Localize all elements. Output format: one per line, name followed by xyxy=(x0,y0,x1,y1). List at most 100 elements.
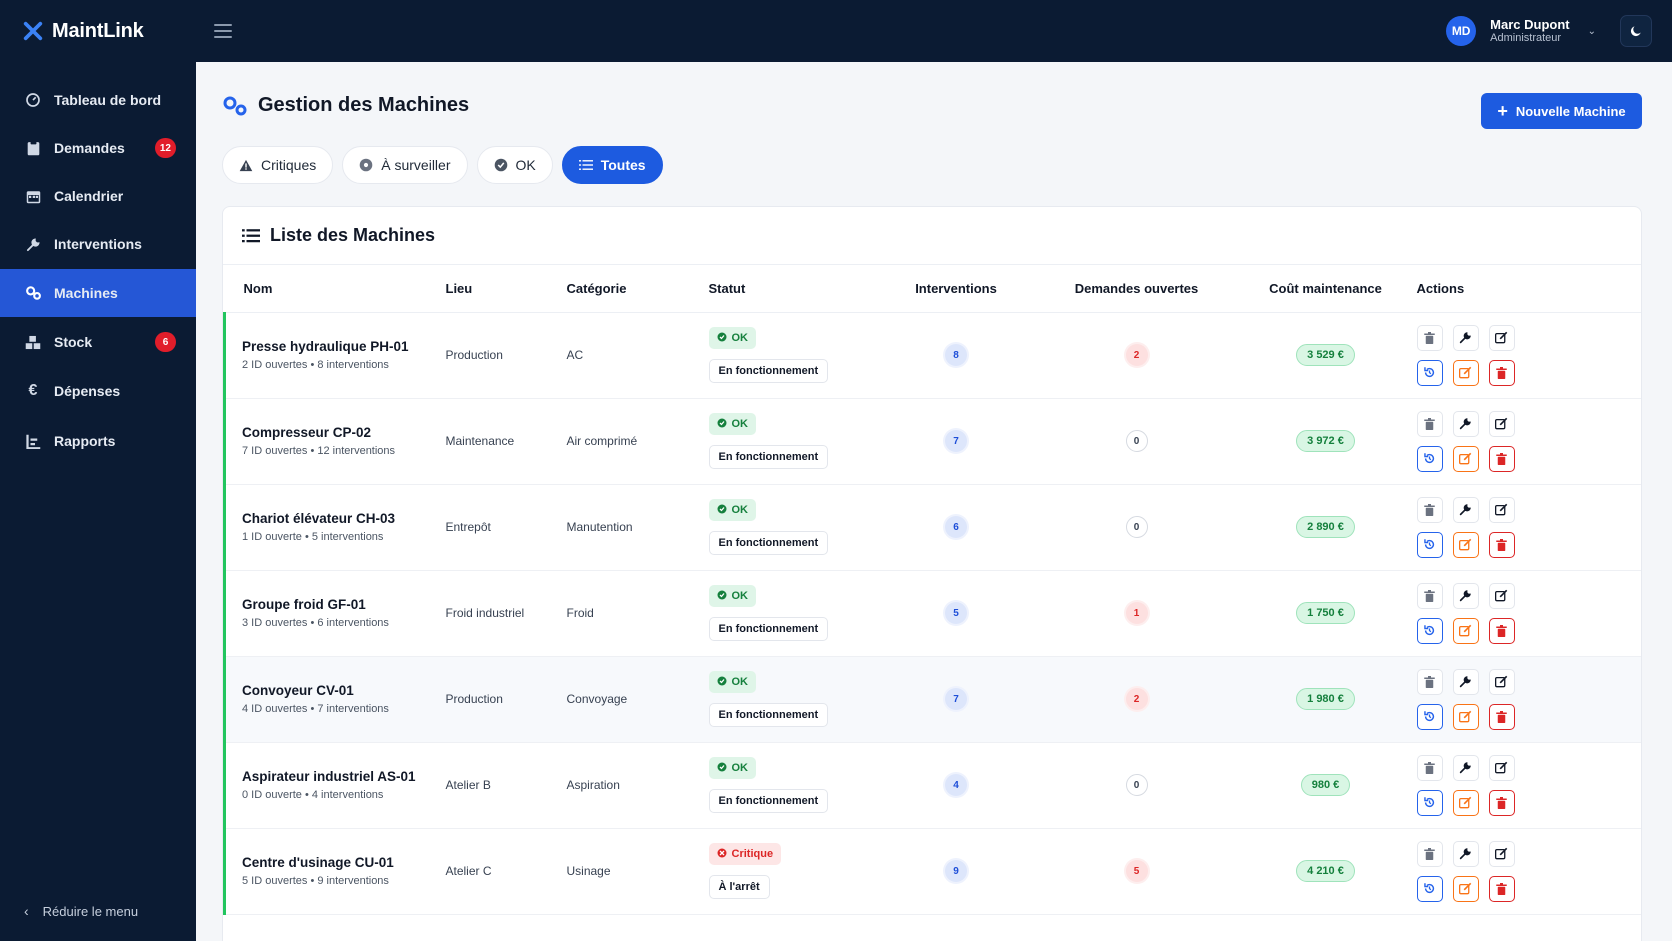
archive-button[interactable] xyxy=(1416,410,1443,437)
filter-a-surveiller[interactable]: À surveiller xyxy=(342,146,468,184)
sidebar-item-stock[interactable]: Stock 6 xyxy=(0,318,196,366)
state-badge: En fonctionnement xyxy=(708,359,829,383)
history-button[interactable] xyxy=(1416,445,1443,472)
intervention-button[interactable] xyxy=(1452,410,1479,437)
modify-button[interactable] xyxy=(1452,617,1479,644)
intervention-button[interactable] xyxy=(1452,840,1479,867)
sidebar-item-rapports[interactable]: Rapports xyxy=(0,417,196,465)
filter-critiques[interactable]: Critiques xyxy=(222,146,334,184)
status-label: OK xyxy=(731,590,749,602)
modify-button[interactable] xyxy=(1452,445,1479,472)
modify-button[interactable] xyxy=(1452,703,1479,730)
edit-button[interactable] xyxy=(1488,840,1515,867)
table-row[interactable]: Groupe froid GF-01 3 ID ouvertes • 6 int… xyxy=(223,570,1642,656)
machine-name[interactable]: Groupe froid GF-01 xyxy=(242,597,366,612)
history-icon xyxy=(1424,625,1435,636)
row-actions xyxy=(1416,324,1642,386)
intervention-button[interactable] xyxy=(1452,324,1479,351)
chevron-down-icon[interactable]: ⌄ xyxy=(1587,25,1596,37)
delete-button[interactable] xyxy=(1488,531,1515,558)
menu-toggle-icon[interactable] xyxy=(214,24,232,38)
edit-icon xyxy=(1459,366,1472,379)
archive-button[interactable] xyxy=(1416,754,1443,781)
machine-category: AC xyxy=(566,348,584,362)
sidebar-item-calendrier[interactable]: Calendrier xyxy=(0,172,196,220)
delete-button[interactable] xyxy=(1488,617,1515,644)
delete-button[interactable] xyxy=(1488,703,1515,730)
edit-icon xyxy=(1459,624,1472,637)
delete-button[interactable] xyxy=(1488,445,1515,472)
sidebar-item-demandes[interactable]: Demandes 12 xyxy=(0,124,196,172)
row-actions xyxy=(1416,582,1642,644)
open-requests-count: 2 xyxy=(1125,688,1148,710)
sidebar-item-machines[interactable]: Machines xyxy=(0,269,196,317)
sidebar-item-interventions[interactable]: Interventions xyxy=(0,220,196,268)
edit-button[interactable] xyxy=(1488,324,1515,351)
intervention-button[interactable] xyxy=(1452,582,1479,609)
machine-name[interactable]: Compresseur CP-02 xyxy=(242,425,372,440)
machine-name[interactable]: Aspirateur industriel AS-01 xyxy=(242,769,416,784)
delete-button[interactable] xyxy=(1488,789,1515,816)
column-header[interactable]: Interventions xyxy=(873,265,1039,313)
edit-icon xyxy=(1495,417,1508,430)
column-header[interactable]: Lieu xyxy=(445,265,567,313)
archive-button[interactable] xyxy=(1416,840,1443,867)
machine-name[interactable]: Presse hydraulique PH-01 xyxy=(242,339,409,354)
delete-button[interactable] xyxy=(1488,359,1515,386)
history-button[interactable] xyxy=(1416,789,1443,816)
theme-toggle-button[interactable] xyxy=(1620,15,1652,47)
machine-name[interactable]: Chariot élévateur CH-03 xyxy=(242,511,396,526)
edit-button[interactable] xyxy=(1488,754,1515,781)
filter-toutes[interactable]: Toutes xyxy=(561,146,663,184)
check-circle-icon xyxy=(717,504,727,517)
history-button[interactable] xyxy=(1416,531,1443,558)
table-row[interactable]: Chariot élévateur CH-03 1 ID ouverte • 5… xyxy=(223,484,1641,570)
column-header[interactable]: Coût maintenance xyxy=(1234,265,1417,313)
machine-name[interactable]: Centre d'usinage CU-01 xyxy=(242,855,394,870)
edit-button[interactable] xyxy=(1488,410,1515,437)
avatar[interactable]: MD xyxy=(1446,16,1477,46)
column-header[interactable]: Nom xyxy=(224,265,446,313)
row-actions xyxy=(1416,410,1642,472)
status-badge: OK xyxy=(708,499,756,521)
table-row[interactable]: Aspirateur industriel AS-01 0 ID ouverte… xyxy=(223,742,1641,828)
sidebar-item-depenses[interactable]: € Dépenses xyxy=(0,367,196,415)
new-machine-button[interactable]: + Nouvelle Machine xyxy=(1481,93,1642,129)
table-row[interactable]: Centre d'usinage CU-01 5 ID ouvertes • 9… xyxy=(223,828,1641,914)
archive-button[interactable] xyxy=(1416,668,1443,695)
filter-ok[interactable]: OK xyxy=(476,146,553,184)
history-button[interactable] xyxy=(1416,875,1443,902)
history-button[interactable] xyxy=(1416,359,1443,386)
archive-button[interactable] xyxy=(1416,582,1443,609)
delete-button[interactable] xyxy=(1488,875,1515,902)
intervention-button[interactable] xyxy=(1452,668,1479,695)
sidebar-item-dashboard[interactable]: Tableau de bord xyxy=(0,76,196,124)
sidebar-item-label: Machines xyxy=(54,285,118,301)
intervention-button[interactable] xyxy=(1452,496,1479,523)
new-machine-label: Nouvelle Machine xyxy=(1515,103,1626,119)
edit-button[interactable] xyxy=(1488,496,1515,523)
brand[interactable]: MaintLink xyxy=(0,20,196,43)
archive-button[interactable] xyxy=(1416,324,1443,351)
modify-button[interactable] xyxy=(1452,789,1479,816)
open-requests-count: 0 xyxy=(1125,774,1148,796)
history-button[interactable] xyxy=(1416,703,1443,730)
edit-button[interactable] xyxy=(1488,582,1515,609)
history-button[interactable] xyxy=(1416,617,1443,644)
table-row[interactable]: Convoyeur CV-01 4 ID ouvertes • 7 interv… xyxy=(223,656,1641,742)
column-header[interactable]: Catégorie xyxy=(566,265,709,313)
machine-name[interactable]: Convoyeur CV-01 xyxy=(242,683,354,698)
archive-button[interactable] xyxy=(1416,496,1443,523)
table-row[interactable]: Presse hydraulique PH-01 2 ID ouvertes •… xyxy=(223,312,1642,398)
table-row[interactable]: Compresseur CP-02 7 ID ouvertes • 12 int… xyxy=(223,398,1642,484)
modify-button[interactable] xyxy=(1452,359,1479,386)
intervention-button[interactable] xyxy=(1452,754,1479,781)
column-header[interactable]: Demandes ouvertes xyxy=(1038,265,1235,313)
column-header[interactable]: Statut xyxy=(708,265,874,313)
count-badge: 6 xyxy=(155,332,176,352)
user-menu[interactable]: Marc Dupont Administrateur xyxy=(1490,17,1569,46)
edit-button[interactable] xyxy=(1488,668,1515,695)
collapse-menu-button[interactable]: ‹ Réduire le menu xyxy=(24,903,138,919)
modify-button[interactable] xyxy=(1452,875,1479,902)
modify-button[interactable] xyxy=(1452,531,1479,558)
